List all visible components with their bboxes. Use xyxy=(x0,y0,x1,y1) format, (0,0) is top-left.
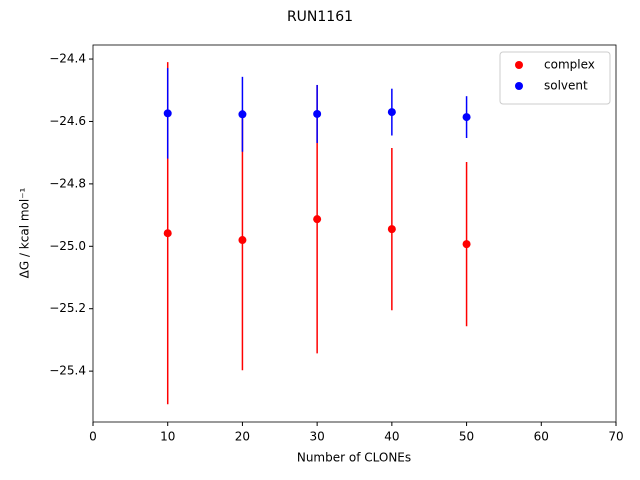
legend-label: complex xyxy=(544,58,595,72)
point xyxy=(462,240,471,249)
y-axis-label: ΔG / kcal mol⁻¹ xyxy=(18,187,32,278)
y-tick-label: −24.4 xyxy=(49,52,86,66)
y-tick-label: −24.8 xyxy=(49,176,86,190)
legend-label: solvent xyxy=(544,79,588,93)
point xyxy=(163,229,172,238)
point xyxy=(462,113,471,122)
legend-marker xyxy=(515,61,523,69)
x-tick-label: 40 xyxy=(384,430,399,444)
x-tick-label: 50 xyxy=(459,430,474,444)
y-tick-label: −25.4 xyxy=(49,364,86,378)
point xyxy=(238,110,247,119)
y-tick-label: −25.0 xyxy=(49,239,86,253)
point xyxy=(313,215,322,224)
x-axis-label: Number of CLONEs xyxy=(297,451,411,465)
point xyxy=(387,225,396,234)
y-tick-label: −25.2 xyxy=(49,301,86,315)
legend-box xyxy=(499,51,611,105)
point xyxy=(313,109,322,118)
x-tick-label: 0 xyxy=(89,430,97,444)
legend-marker xyxy=(515,82,523,90)
x-tick-label: 30 xyxy=(310,430,325,444)
x-tick-label: 70 xyxy=(608,430,623,444)
point xyxy=(238,236,247,245)
y-tick-label: −24.6 xyxy=(49,114,86,128)
point xyxy=(163,109,172,118)
plot-frame xyxy=(92,44,617,423)
x-tick-label: 10 xyxy=(160,430,175,444)
x-tick-label: 60 xyxy=(534,430,549,444)
x-tick-label: 20 xyxy=(235,430,250,444)
point xyxy=(387,108,396,117)
chart-title: RUN1161 xyxy=(287,9,353,25)
